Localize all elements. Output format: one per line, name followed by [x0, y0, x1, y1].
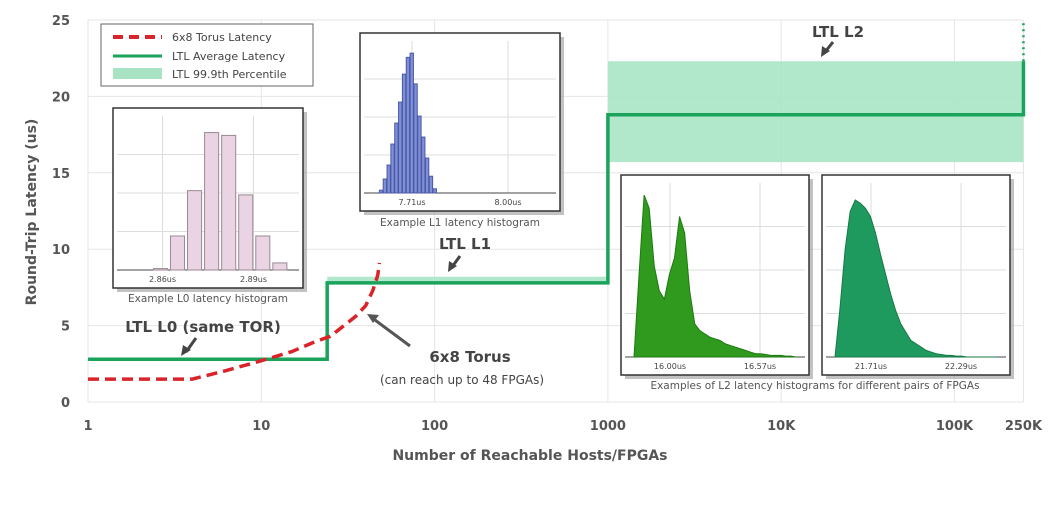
annotation-torus-subtext: (can reach up to 48 FPGAs): [380, 373, 544, 387]
inset-histogram-bar: [382, 178, 388, 194]
inset-histogram-area: [633, 194, 797, 358]
x-tick-label: 100K: [936, 419, 974, 434]
inset-histogram-bar: [398, 101, 403, 194]
tick-labels: 0 5 10 15 20 25 1 10 100 1000 10K 100K 250K: [52, 14, 1043, 434]
x-axis-label: Number of Reachable Hosts/FPGAs: [392, 448, 667, 464]
inset-l2b-hist: 21.71us 22.29us: [821, 174, 1014, 379]
y-tick-label: 25: [52, 14, 70, 29]
inset-histogram-bar: [255, 235, 271, 271]
x-tick-label: 250K: [1005, 419, 1043, 434]
x-tick-label: 10: [252, 419, 270, 434]
arrow-head-ltl-l2: [821, 46, 830, 57]
inset-histogram-bar: [432, 188, 437, 194]
inset-histogram-bar: [401, 73, 407, 194]
percentile-band: [607, 61, 1024, 163]
inset-tick-label: 21.71us: [855, 362, 887, 371]
inset-histogram-bar: [204, 132, 220, 271]
inset-tick-label: 2.86us: [149, 275, 176, 284]
inset-caption: Example L1 latency histogram: [380, 217, 540, 229]
percentile-band: [327, 276, 608, 283]
inset-tick-label: 8.00us: [494, 198, 521, 207]
annotation-ltl-l0: LTL L0 (same TOR): [125, 318, 281, 336]
inset-histogram-bar: [386, 164, 391, 194]
inset-histogram-bar: [413, 83, 418, 194]
torus-latency-line: [88, 262, 382, 381]
annotation-ltl-l2: LTL L2: [812, 23, 864, 41]
inset-tick-label: 16.00us: [654, 362, 686, 371]
inset-histogram-bar: [169, 235, 186, 271]
percentile-bands: [327, 61, 1024, 283]
inset-histogram-bar: [421, 136, 426, 194]
arrow-head-ltl-l0: [181, 345, 191, 356]
annotations: LTL L0 (same TOR) LTL L1 LTL L2 6x8 Toru…: [125, 23, 864, 387]
inset-histogram-bar: [378, 189, 384, 194]
inset-histogram-bar: [272, 262, 288, 271]
x-tick-label: 1: [83, 419, 92, 434]
y-tick-label: 15: [52, 167, 70, 182]
y-axis-label: Round-Trip Latency (us): [24, 119, 40, 306]
insets: 2.86us 2.89us Example L0 latency histogram…: [112, 32, 1014, 392]
inset-histogram-bar: [238, 194, 254, 271]
y-tick-label: 0: [61, 396, 70, 411]
legend-swatch-percentile: [113, 68, 162, 79]
inset-histogram-bar: [409, 52, 414, 194]
inset-tick-label: 22.29us: [945, 362, 977, 371]
inset-l1-hist: 7.71us 8.00us Example L1 latency histogram: [359, 32, 564, 229]
series-lines: [88, 20, 1026, 381]
inset-histogram-bar: [405, 56, 411, 194]
annotation-ltl-l1: LTL L1: [439, 235, 491, 253]
l2-inset-caption: Examples of L2 latency histograms for di…: [650, 380, 979, 392]
inset-histogram-bar: [424, 157, 430, 194]
x-tick-label: 100: [421, 419, 448, 434]
y-tick-label: 5: [61, 320, 70, 335]
legend-label-percentile: LTL 99.9th Percentile: [172, 68, 287, 81]
ltl-average-line: [88, 61, 1026, 361]
arrow-head-ltl-l1: [448, 261, 457, 272]
inset-l0-hist: 2.86us 2.89us Example L0 latency histogram: [112, 107, 307, 305]
inset-l2a-hist: 16.00us 16.57us: [620, 174, 813, 379]
x-tick-label: 10K: [767, 419, 796, 434]
legend-label-ltl-average: LTL Average Latency: [172, 50, 286, 63]
inset-histogram-bar: [187, 190, 203, 271]
inset-tick-label: 2.89us: [240, 275, 267, 284]
inset-histogram-bar: [390, 143, 395, 194]
inset-tick-label: 7.71us: [398, 198, 425, 207]
inset-histogram-bar: [221, 134, 237, 271]
y-tick-label: 20: [52, 90, 70, 105]
inset-histogram-bar: [394, 122, 399, 194]
annotation-torus: 6x8 Torus: [429, 348, 510, 366]
inset-histogram-bar: [152, 268, 168, 271]
x-tick-label: 1000: [590, 419, 626, 434]
legend: 6x8 Torus Latency LTL Average Latency LT…: [100, 23, 314, 87]
inset-tick-label: 16.57us: [744, 362, 776, 371]
y-tick-label: 10: [52, 243, 70, 258]
inset-histogram-bar: [428, 175, 434, 194]
legend-label-torus: 6x8 Torus Latency: [172, 31, 272, 44]
inset-histogram-area: [834, 199, 997, 358]
arrow-torus: [374, 318, 411, 348]
inset-histogram-bar: [417, 115, 422, 194]
inset-caption: Example L0 latency histogram: [128, 293, 288, 305]
arrow-head-torus: [367, 314, 379, 323]
